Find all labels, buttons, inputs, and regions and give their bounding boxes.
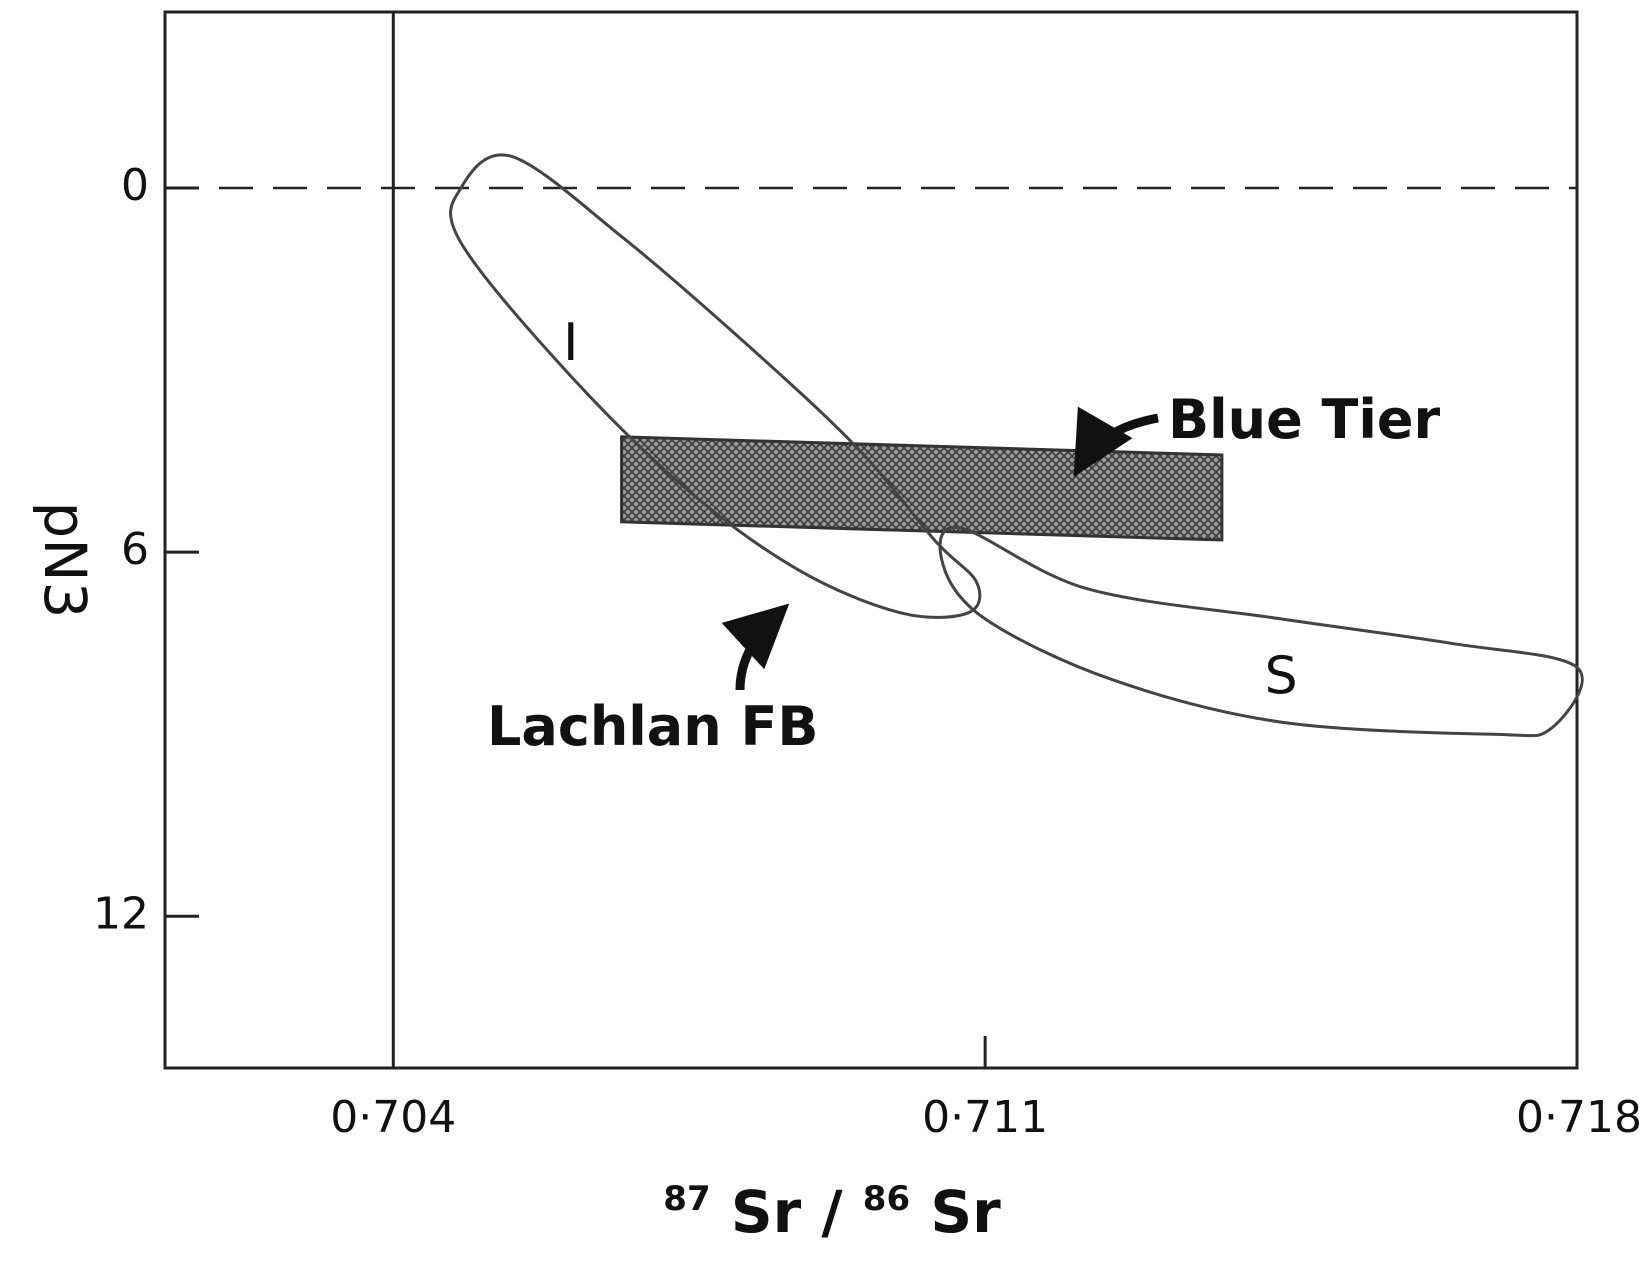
x-label-mass-87: 87 xyxy=(663,1179,710,1219)
region-label-i: I xyxy=(563,313,578,373)
arrow-lachlan-fb xyxy=(721,603,790,691)
y-axis-ticks: 0 6 12 xyxy=(93,160,199,939)
x-label-element-2: Sr xyxy=(930,1178,1001,1246)
x-tick-label: 0·704 xyxy=(330,1092,456,1143)
y-tick-label: 6 xyxy=(121,524,149,575)
x-tick-label: 0·718 xyxy=(1516,1092,1642,1143)
i-type-field-outline xyxy=(449,153,982,619)
x-label-mass-86: 86 xyxy=(863,1179,910,1219)
blue-tier-band xyxy=(620,435,1224,542)
annotation-blue-tier: Blue Tier xyxy=(1168,388,1441,451)
arrow-blue-tier xyxy=(1073,406,1159,477)
x-tick-label: 0·711 xyxy=(922,1092,1048,1143)
y-axis-label: pN3 xyxy=(31,501,99,618)
x-axis-ticks: 0·704 0·711 0·718 xyxy=(330,1036,1642,1143)
y-tick-label: 12 xyxy=(93,888,149,939)
plot-frame xyxy=(163,10,1579,1070)
y-tick-label: 0 xyxy=(121,160,149,211)
region-label-s: S xyxy=(1265,647,1298,707)
x-axis-label: 87 Sr / 86 Sr xyxy=(663,1156,1001,1246)
x-label-element-1: Sr xyxy=(731,1178,802,1246)
annotation-lachlan-fb: Lachlan FB xyxy=(487,695,819,758)
s-type-field-outline xyxy=(938,526,1584,738)
x-label-separator: / xyxy=(821,1178,843,1246)
